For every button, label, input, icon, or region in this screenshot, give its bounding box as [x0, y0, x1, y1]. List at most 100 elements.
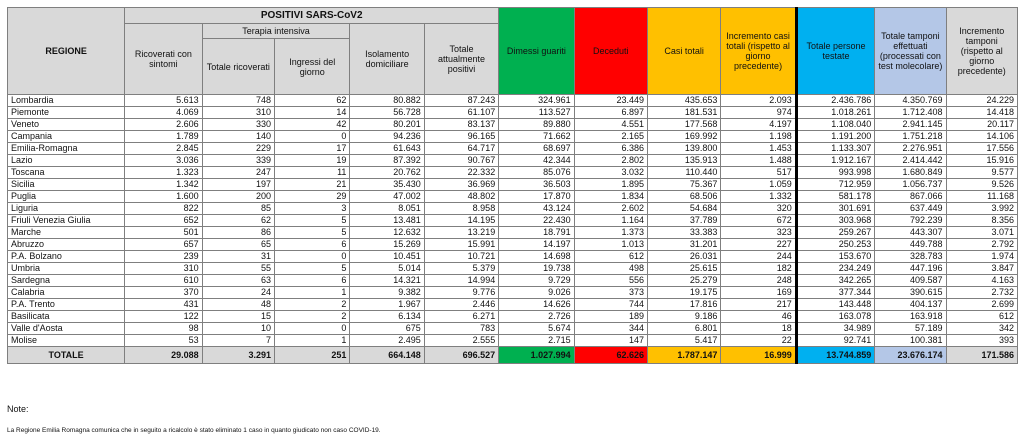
- cell-dimessi: 14.197: [498, 238, 575, 251]
- cell-regione: Emilia-Romagna: [6, 142, 126, 155]
- cell-persone-testate: 234.249: [795, 262, 876, 275]
- cell-incremento-casi: 22: [720, 334, 798, 347]
- cell-totale-ricoverati: 247: [201, 166, 276, 179]
- cell-persone-testate: 153.670: [795, 250, 876, 263]
- cell-incremento-tamponi: 3.847: [945, 262, 1019, 275]
- table-row: Lazio 3.036 339 19 87.392 90.767 42.344 2.802 13…: [6, 154, 1019, 167]
- covid-regional-table: REGIONE POSITIVI SARS-CoV2 Dimessi guari…: [6, 7, 1019, 364]
- cell-incremento-tamponi: 2.732: [945, 286, 1019, 299]
- table-row: Calabria 370 24 1 9.382 9.776 9.026 373 19.175 16…: [6, 286, 1019, 299]
- cell-regione: P.A. Trento: [6, 298, 126, 311]
- cell-deceduti: 23.449: [573, 94, 648, 107]
- totale-casi-totali: 1.787.147: [646, 346, 722, 364]
- cell-persone-testate: 2.436.786: [795, 94, 876, 107]
- totale-row: TOTALE 29.088 3.291 251 664.148 696.527 1.027.…: [6, 346, 1019, 364]
- cell-deceduti: 6.897: [573, 106, 648, 119]
- header-terapia-intensiva: Terapia intensiva: [201, 23, 351, 39]
- cell-casi-totali: 6.801: [646, 322, 722, 335]
- cell-ricoverati: 431: [124, 298, 203, 311]
- totale-totale-positivi: 696.527: [423, 346, 500, 364]
- cell-ricoverati: 1.323: [124, 166, 203, 179]
- cell-totale-positivi: 48.802: [423, 190, 500, 203]
- cell-persone-testate: 377.344: [795, 286, 876, 299]
- table-row: Lombardia 5.613 748 62 80.882 87.243 324.961 23…: [6, 94, 1019, 107]
- note-title: Note:: [7, 404, 29, 414]
- table-row: Basilicata 122 15 2 6.134 6.271 2.726 189 9.186 4…: [6, 310, 1019, 323]
- cell-dimessi: 89.880: [498, 118, 575, 131]
- cell-totale-ricoverati: 197: [201, 178, 276, 191]
- cell-isolamento: 9.382: [349, 286, 425, 299]
- cell-totale-positivi: 10.721: [423, 250, 500, 263]
- table-row: Abruzzo 657 65 6 15.269 15.991 14.197 1.013 31.2…: [6, 238, 1019, 251]
- cell-isolamento: 2.495: [349, 334, 425, 347]
- cell-deceduti: 344: [573, 322, 648, 335]
- table-row: Sicilia 1.342 197 21 35.430 36.969 36.503 1.895…: [6, 178, 1019, 191]
- cell-totale-ricoverati: 310: [201, 106, 276, 119]
- cell-incremento-casi: 1.453: [720, 142, 798, 155]
- cell-tamponi: 443.307: [874, 226, 947, 239]
- cell-totale-ricoverati: 55: [201, 262, 276, 275]
- cell-regione: Toscana: [6, 166, 126, 179]
- cell-totale-ricoverati: 10: [201, 322, 276, 335]
- cell-ingressi: 3: [273, 202, 351, 215]
- table-row: Molise 53 7 1 2.495 2.555 2.715 147 5.417 22 92.74…: [6, 334, 1019, 347]
- cell-casi-totali: 181.531: [646, 106, 722, 119]
- cell-dimessi: 9.026: [498, 286, 575, 299]
- cell-dimessi: 2.715: [498, 334, 575, 347]
- cell-ingressi: 1: [273, 286, 351, 299]
- cell-dimessi: 17.870: [498, 190, 575, 203]
- totale-ingressi: 251: [273, 346, 351, 364]
- cell-regione: Sicilia: [6, 178, 126, 191]
- cell-totale-ricoverati: 63: [201, 274, 276, 287]
- cell-deceduti: 556: [573, 274, 648, 287]
- cell-isolamento: 14.321: [349, 274, 425, 287]
- cell-ingressi: 0: [273, 250, 351, 263]
- cell-ricoverati: 122: [124, 310, 203, 323]
- cell-incremento-tamponi: 11.168: [945, 190, 1019, 203]
- cell-incremento-tamponi: 9.577: [945, 166, 1019, 179]
- cell-isolamento: 61.643: [349, 142, 425, 155]
- cell-casi-totali: 31.201: [646, 238, 722, 251]
- cell-ingressi: 6: [273, 238, 351, 251]
- totale-dimessi: 1.027.994: [498, 346, 575, 364]
- cell-regione: Veneto: [6, 118, 126, 131]
- cell-ingressi: 62: [273, 94, 351, 107]
- cell-deceduti: 4.551: [573, 118, 648, 131]
- cell-tamponi: 409.587: [874, 274, 947, 287]
- totale-isolamento: 664.148: [349, 346, 425, 364]
- header-incremento-casi: Incremento casi totali (rispetto al gior…: [720, 7, 798, 95]
- table-row: Liguria 822 85 3 8.051 8.958 43.124 2.602 54.684…: [6, 202, 1019, 215]
- cell-totale-ricoverati: 15: [201, 310, 276, 323]
- covid-table-container: REGIONE POSITIVI SARS-CoV2 Dimessi guari…: [6, 7, 1019, 364]
- totale-ricoverati: 29.088: [124, 346, 203, 364]
- cell-isolamento: 15.269: [349, 238, 425, 251]
- cell-tamponi: 792.239: [874, 214, 947, 227]
- cell-totale-ricoverati: 140: [201, 130, 276, 143]
- cell-totale-positivi: 783: [423, 322, 500, 335]
- cell-incremento-tamponi: 2.699: [945, 298, 1019, 311]
- cell-casi-totali: 9.186: [646, 310, 722, 323]
- table-row: Valle d'Aosta 98 10 0 675 783 5.674 344 6.801 18 3…: [6, 322, 1019, 335]
- cell-incremento-casi: 1.198: [720, 130, 798, 143]
- cell-regione: Umbria: [6, 262, 126, 275]
- cell-ingressi: 6: [273, 274, 351, 287]
- cell-casi-totali: 110.440: [646, 166, 722, 179]
- cell-totale-ricoverati: 339: [201, 154, 276, 167]
- cell-ingressi: 2: [273, 298, 351, 311]
- note-text: La Regione Emilia Romagna comunica che i…: [7, 427, 381, 434]
- cell-regione: Campania: [6, 130, 126, 143]
- cell-incremento-casi: 169: [720, 286, 798, 299]
- cell-ingressi: 0: [273, 322, 351, 335]
- cell-tamponi: 328.783: [874, 250, 947, 263]
- cell-dimessi: 19.738: [498, 262, 575, 275]
- cell-casi-totali: 25.279: [646, 274, 722, 287]
- cell-incremento-casi: 4.197: [720, 118, 798, 131]
- cell-isolamento: 5.014: [349, 262, 425, 275]
- cell-deceduti: 6.386: [573, 142, 648, 155]
- cell-persone-testate: 342.265: [795, 274, 876, 287]
- cell-regione: Lazio: [6, 154, 126, 167]
- header-incremento-tamponi: Incremento tamponi (rispetto al giorno p…: [945, 7, 1019, 95]
- cell-incremento-casi: 323: [720, 226, 798, 239]
- cell-incremento-tamponi: 14.418: [945, 106, 1019, 119]
- table-row: Puglia 1.600 200 29 47.002 48.802 17.870 1.834 6…: [6, 190, 1019, 203]
